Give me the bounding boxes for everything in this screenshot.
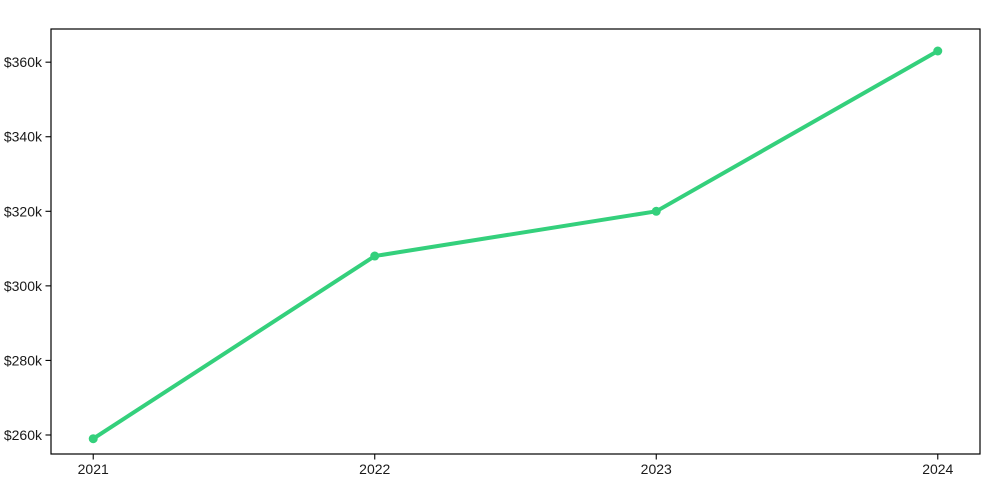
y-tick-label: $320k <box>4 203 43 219</box>
y-tick-label: $300k <box>4 278 43 294</box>
x-tick-label: 2023 <box>641 461 672 477</box>
y-tick-label: $340k <box>4 129 43 145</box>
data-point <box>370 251 380 261</box>
data-point <box>651 206 661 216</box>
data-point <box>88 434 98 444</box>
y-tick-label: $260k <box>4 427 43 443</box>
x-tick-label: 2021 <box>78 461 109 477</box>
y-tick-label: $360k <box>4 54 43 70</box>
x-tick-label: 2024 <box>922 461 953 477</box>
x-tick-label: 2022 <box>359 461 390 477</box>
plot-border <box>50 28 981 455</box>
data-point <box>933 46 943 56</box>
trend-line <box>91 48 940 441</box>
y-tick-label: $280k <box>4 352 43 368</box>
